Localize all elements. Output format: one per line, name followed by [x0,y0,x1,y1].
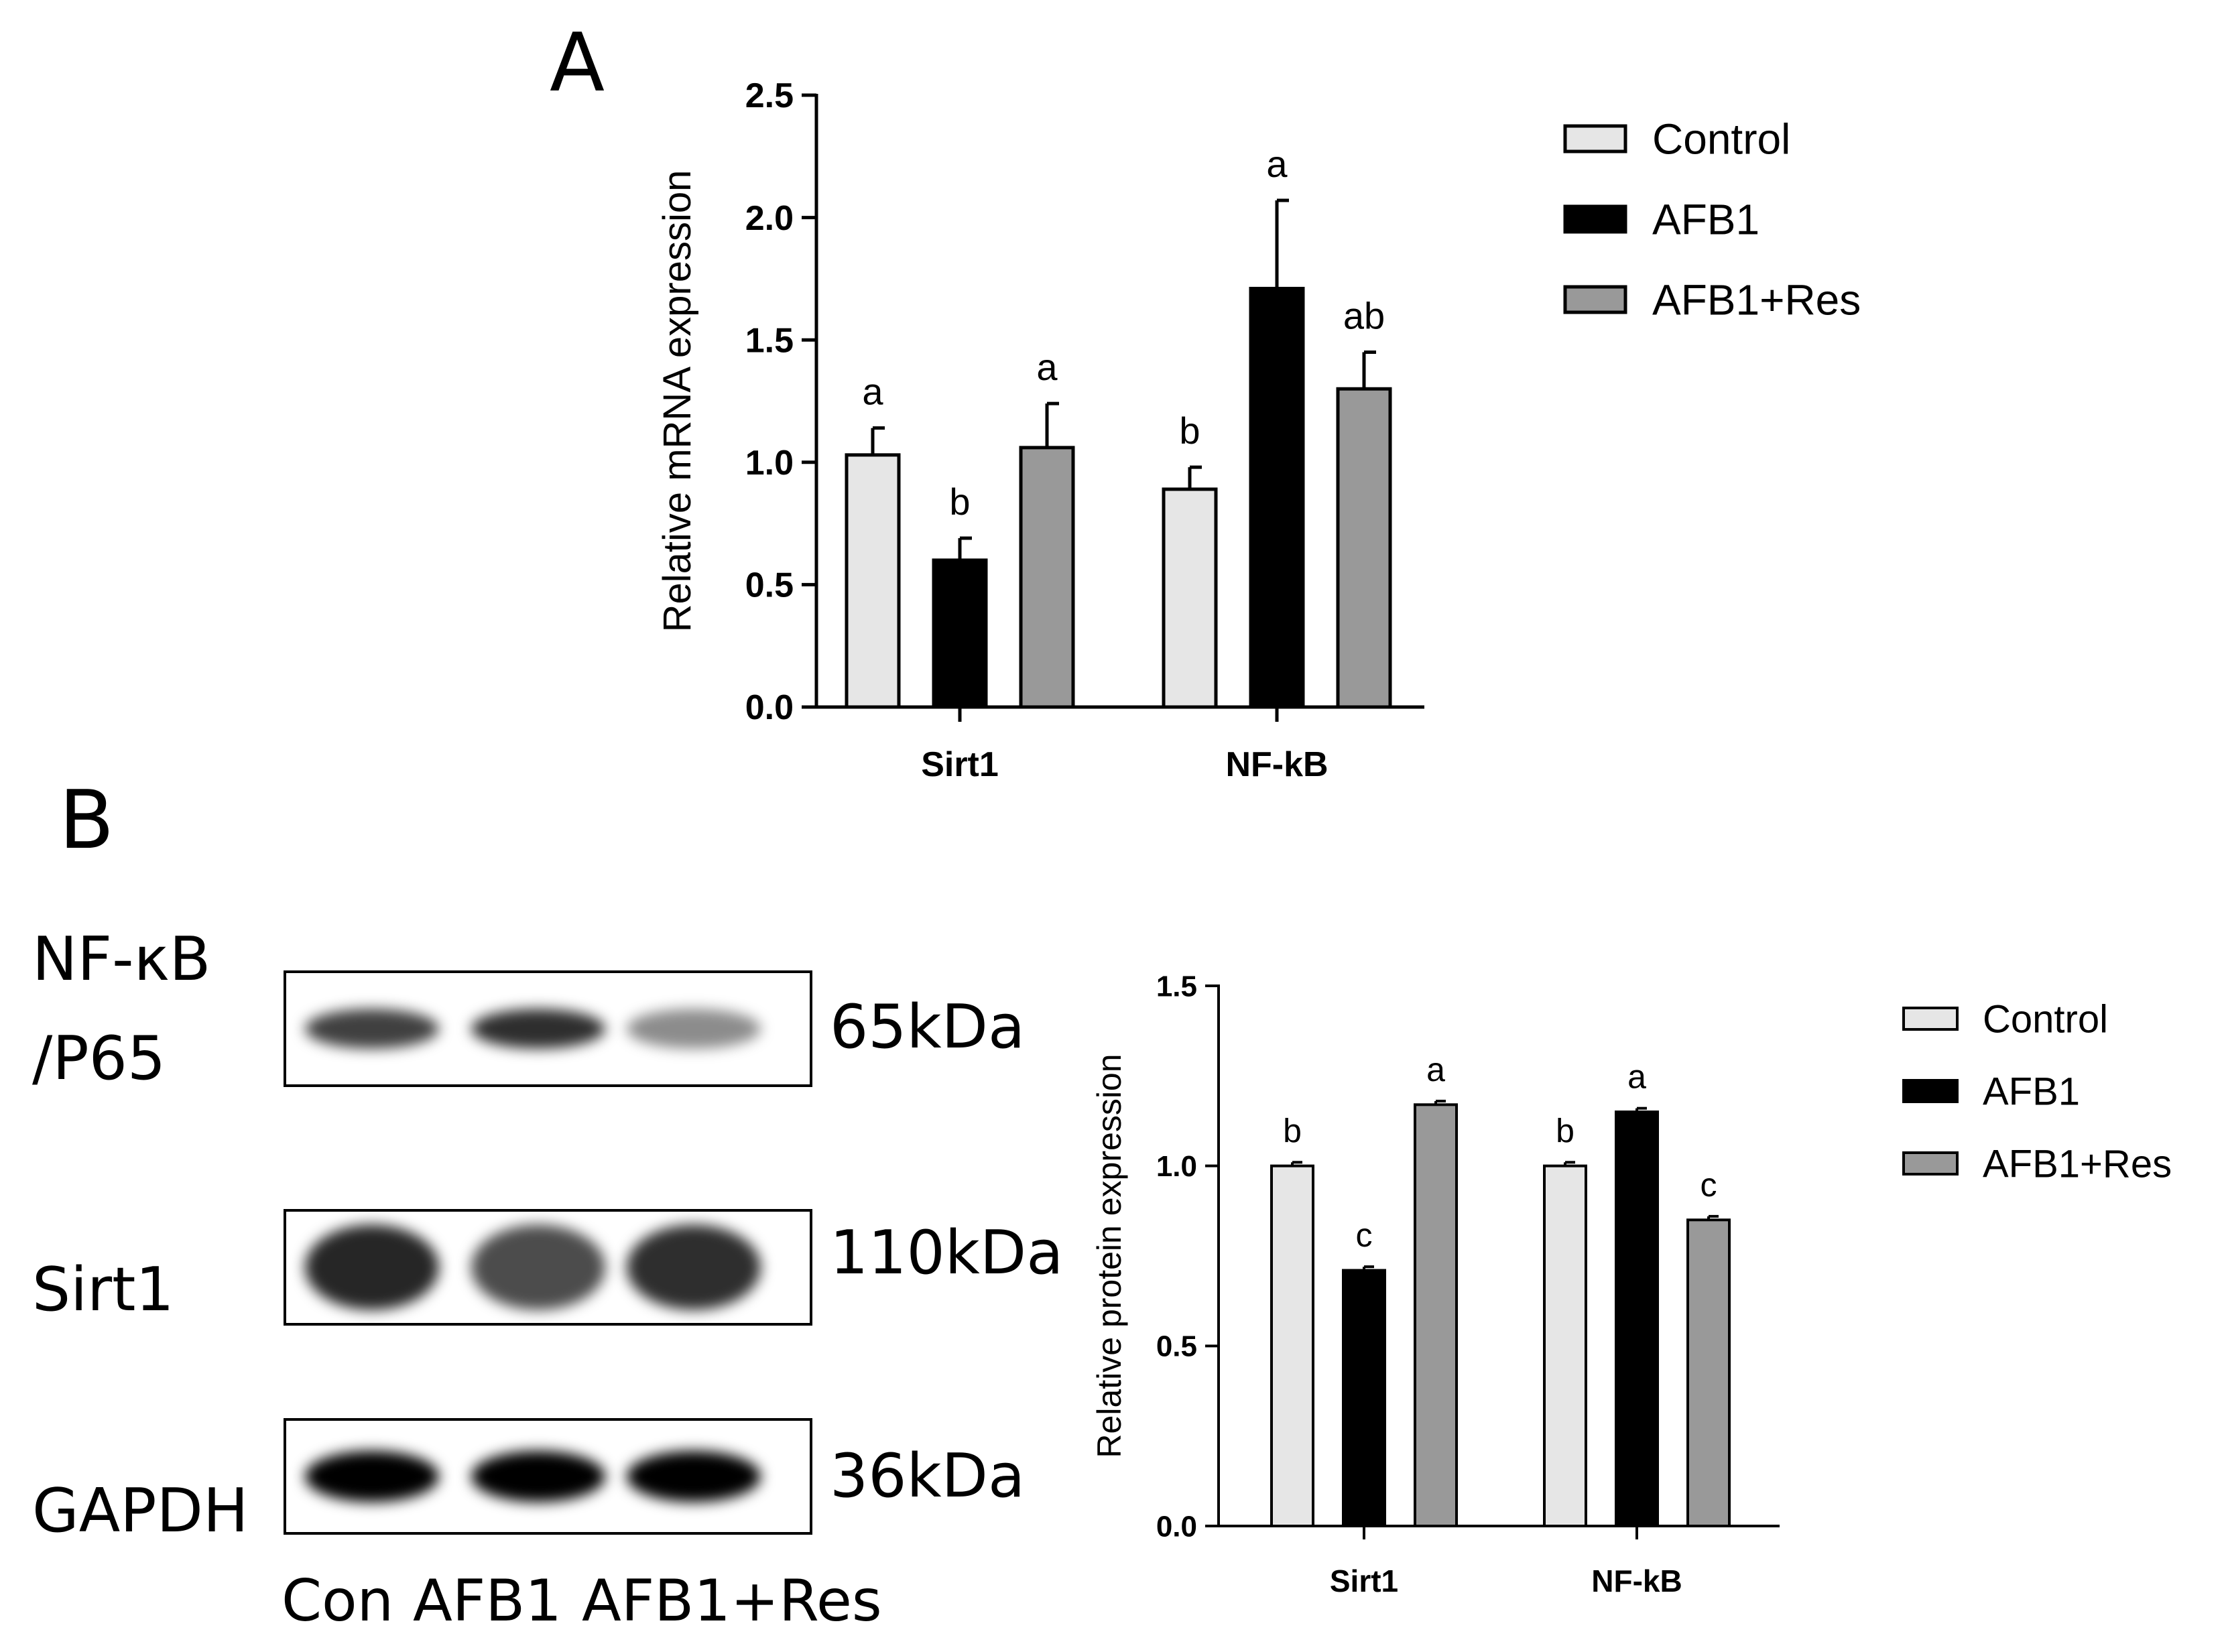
protein-bar [1270,1164,1314,1527]
protein-legend-label: AFB1+Res [1983,1142,2172,1186]
blot-row-label: GAPDH [32,1476,249,1546]
protein-bar [1615,1110,1659,1527]
blot-row-label: /P65 [32,1023,166,1094]
blot-band [305,1224,439,1310]
blot-lane-label: Con [282,1568,393,1635]
protein-bar [1342,1269,1386,1527]
protein-category-label: NF-kB [1591,1564,1682,1598]
protein-significance-letter: b [1556,1112,1574,1149]
mrna-y-tick-label: 0.0 [745,688,794,727]
western-blot: NF-κB/P65 65kDa Sirt1 110kDa GAPDH 36kDa Con AF… [32,924,1063,1635]
mrna-legend-label: AFB1+Res [1652,275,1861,324]
mrna-legend-label: Control [1652,115,1790,163]
mrna-significance-letter: a [1266,143,1288,185]
mrna-category-label: NF-kB [1225,745,1328,784]
protein-legend-swatch [1902,1079,1959,1103]
mrna-bar [932,558,988,709]
blot-row-label: NF-κB [32,924,210,995]
protein-legend-label: AFB1 [1983,1070,2080,1113]
protein-significance-letter: a [1627,1058,1646,1096]
protein-bar [1686,1218,1731,1528]
protein-y-tick-label: 1.0 [1156,1150,1197,1183]
mrna-y-tick-label: 2.0 [745,199,794,238]
protein-significance-letter: c [1356,1216,1373,1254]
blot-band [627,1224,761,1310]
blot-band [305,1009,439,1049]
protein-significance-letter: a [1426,1051,1445,1088]
mrna-y-tick-label: 2.5 [745,76,794,115]
blot-molecular-weight: 110kDa [830,1218,1063,1288]
panel-letter-a: A [550,17,605,110]
protein-bar [1543,1164,1587,1527]
protein-significance-letter: c [1701,1166,1717,1204]
mrna-y-tick-label: 0.5 [745,566,794,605]
protein-chart: b b c a a c 0.0 0.5 1.0 1.5 Sirt1 NF-kB Relative pro… [1091,970,2172,1598]
mrna-significance-letter: b [949,481,970,523]
panel-letter-b: B [59,774,114,867]
protein-legend-swatch [1902,1007,1959,1031]
mrna-significance-letter: ab [1343,294,1385,336]
protein-category-label: Sirt1 [1330,1564,1398,1598]
mrna-y-tick-label: 1.5 [745,321,794,360]
blot-row-label: Sirt1 [32,1255,174,1325]
mrna-bar [1162,487,1218,709]
blot-band [305,1450,439,1503]
protein-significance-letter: b [1283,1112,1302,1149]
protein-y-axis-title: Relative protein expression [1091,1054,1128,1458]
blot-lane-label: AFB1+Res [582,1568,882,1635]
protein-bar [1414,1103,1458,1527]
blot-band [471,1450,605,1503]
blot-band [627,1450,761,1503]
blot-band [471,1009,605,1049]
mrna-significance-letter: b [1179,409,1200,452]
protein-y-tick-label: 0.5 [1156,1330,1197,1363]
mrna-significance-letter: a [1036,346,1058,388]
protein-legend-label: Control [1983,997,2108,1041]
mrna-bar [1336,387,1392,709]
blot-band [471,1224,605,1310]
mrna-y-tick-label: 1.0 [745,444,794,483]
mrna-legend-swatch [1563,124,1627,153]
mrna-category-label: Sirt1 [921,745,999,784]
mrna-legend-label: AFB1 [1652,195,1759,243]
protein-y-tick-label: 1.5 [1156,970,1197,1003]
mrna-significance-letter: a [862,371,883,413]
protein-y-tick-label: 0.0 [1156,1510,1197,1543]
protein-legend-swatch [1902,1151,1959,1176]
blot-molecular-weight: 36kDa [830,1441,1025,1511]
mrna-bar [1019,446,1075,709]
blot-molecular-weight: 65kDa [830,992,1025,1062]
mrna-bar [845,453,901,709]
mrna-legend-swatch [1563,285,1627,314]
mrna-bar [1249,287,1305,709]
mrna-legend-swatch [1563,204,1627,234]
blot-band [627,1009,761,1049]
mrna-y-axis-title: Relative mRNA expression [656,170,699,633]
blot-lane-label: AFB1 [413,1568,562,1635]
